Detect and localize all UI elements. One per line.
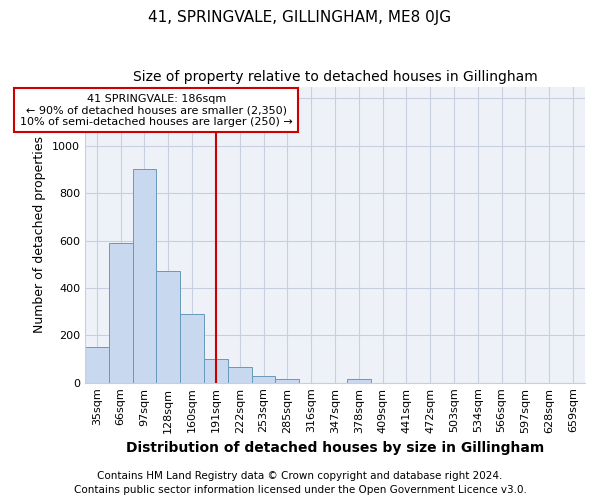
Title: Size of property relative to detached houses in Gillingham: Size of property relative to detached ho… <box>133 70 538 84</box>
Bar <box>204 359 228 382</box>
Text: 41, SPRINGVALE, GILLINGHAM, ME8 0JG: 41, SPRINGVALE, GILLINGHAM, ME8 0JG <box>148 10 452 25</box>
Y-axis label: Number of detached properties: Number of detached properties <box>34 136 46 333</box>
Bar <box>109 243 133 382</box>
Bar <box>157 272 180 382</box>
X-axis label: Distribution of detached houses by size in Gillingham: Distribution of detached houses by size … <box>126 441 544 455</box>
Bar <box>251 376 275 382</box>
Bar <box>133 170 157 382</box>
Bar <box>85 347 109 382</box>
Bar <box>228 368 251 382</box>
Bar <box>180 314 204 382</box>
Bar <box>347 379 371 382</box>
Bar <box>275 379 299 382</box>
Text: Contains HM Land Registry data © Crown copyright and database right 2024.
Contai: Contains HM Land Registry data © Crown c… <box>74 471 526 495</box>
Text: 41 SPRINGVALE: 186sqm
← 90% of detached houses are smaller (2,350)
10% of semi-d: 41 SPRINGVALE: 186sqm ← 90% of detached … <box>20 94 293 127</box>
